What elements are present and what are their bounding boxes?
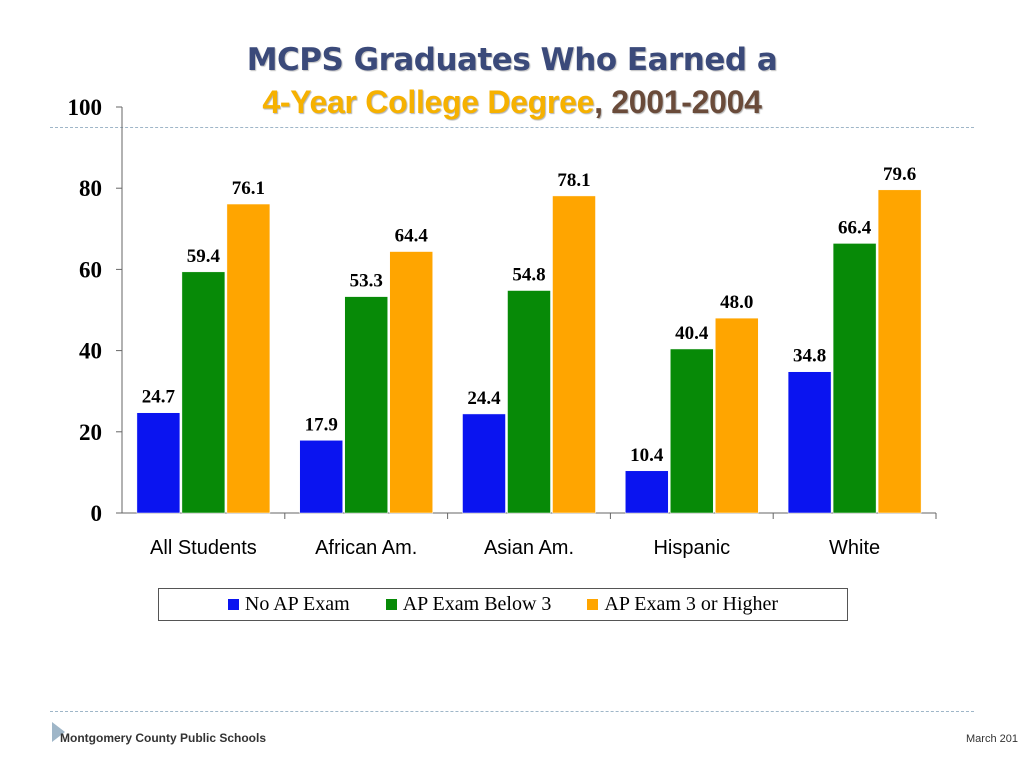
bar: [832, 243, 877, 514]
bar: [715, 317, 759, 514]
bar: [299, 440, 343, 514]
legend-label-ap-below-3: AP Exam Below 3: [402, 593, 552, 615]
bar: [625, 470, 669, 514]
footer-organization: Montgomery County Public Schools: [60, 731, 267, 745]
y-tick-label: 60: [79, 257, 102, 282]
data-label: 78.1: [557, 170, 590, 191]
data-label: 10.4: [630, 445, 664, 466]
chart-legend: No AP Exam AP Exam Below 3 AP Exam 3 or …: [158, 588, 848, 621]
chart-title-highlight: 4-Year College Degree: [262, 84, 595, 120]
data-label: 54.8: [512, 265, 545, 286]
legend-item-ap-below-3: AP Exam Below 3: [385, 593, 552, 616]
footer-date: March 201: [966, 733, 1018, 745]
legend-item-ap-3-or-higher: AP Exam 3 or Higher: [587, 593, 778, 616]
top-divider: [50, 127, 974, 128]
y-tick-label: 80: [79, 176, 102, 201]
x-tick-label: African Am.: [315, 537, 417, 559]
bar: [462, 413, 506, 514]
data-label: 40.4: [675, 323, 709, 344]
bar: [670, 348, 714, 514]
y-tick-label: 20: [79, 420, 102, 445]
data-label: 64.4: [395, 226, 429, 247]
data-label: 24.7: [142, 387, 176, 408]
bar: [344, 296, 388, 514]
y-tick-label: 100: [68, 95, 103, 120]
y-tick-label: 0: [91, 501, 103, 526]
y-tick-label: 40: [79, 339, 102, 364]
bar: [507, 290, 551, 514]
data-label: 48.0: [720, 292, 753, 313]
data-label: 34.8: [793, 346, 826, 367]
x-tick-label: All Students: [150, 537, 257, 559]
bar: [787, 371, 832, 514]
legend-label-ap-3-or-higher: AP Exam 3 or Higher: [604, 593, 779, 615]
triangle-arrow-icon: [52, 722, 65, 742]
data-label: 79.6: [883, 164, 916, 185]
bar: [552, 195, 596, 514]
chart-title-line1: MCPS Graduates Who Earned a: [246, 42, 778, 78]
chart-title-line2: 4-Year College Degree, 2001-2004: [0, 84, 1024, 121]
bar: [389, 251, 433, 514]
legend-swatch-ap-3-or-higher: [587, 599, 599, 610]
bar: [181, 271, 226, 514]
x-tick-label: White: [829, 537, 880, 559]
footer-divider: [50, 711, 974, 712]
legend-swatch-ap-below-3: [385, 599, 397, 610]
x-tick-label: Hispanic: [653, 537, 730, 559]
legend-swatch-no-ap: [227, 599, 239, 610]
data-label: 66.4: [838, 217, 872, 238]
data-label: 53.3: [350, 271, 383, 292]
data-label: 59.4: [187, 246, 221, 267]
bar: [877, 189, 922, 514]
bar: [136, 412, 181, 514]
bar: [226, 203, 271, 514]
x-tick-label: Asian Am.: [484, 537, 574, 559]
legend-label-no-ap: No AP Exam: [244, 593, 350, 615]
data-label: 17.9: [305, 414, 338, 435]
data-label: 76.1: [232, 178, 265, 199]
data-label: 24.4: [467, 388, 501, 409]
chart-title-years: , 2001-2004: [594, 84, 762, 120]
legend-item-no-ap: No AP Exam: [227, 593, 350, 616]
